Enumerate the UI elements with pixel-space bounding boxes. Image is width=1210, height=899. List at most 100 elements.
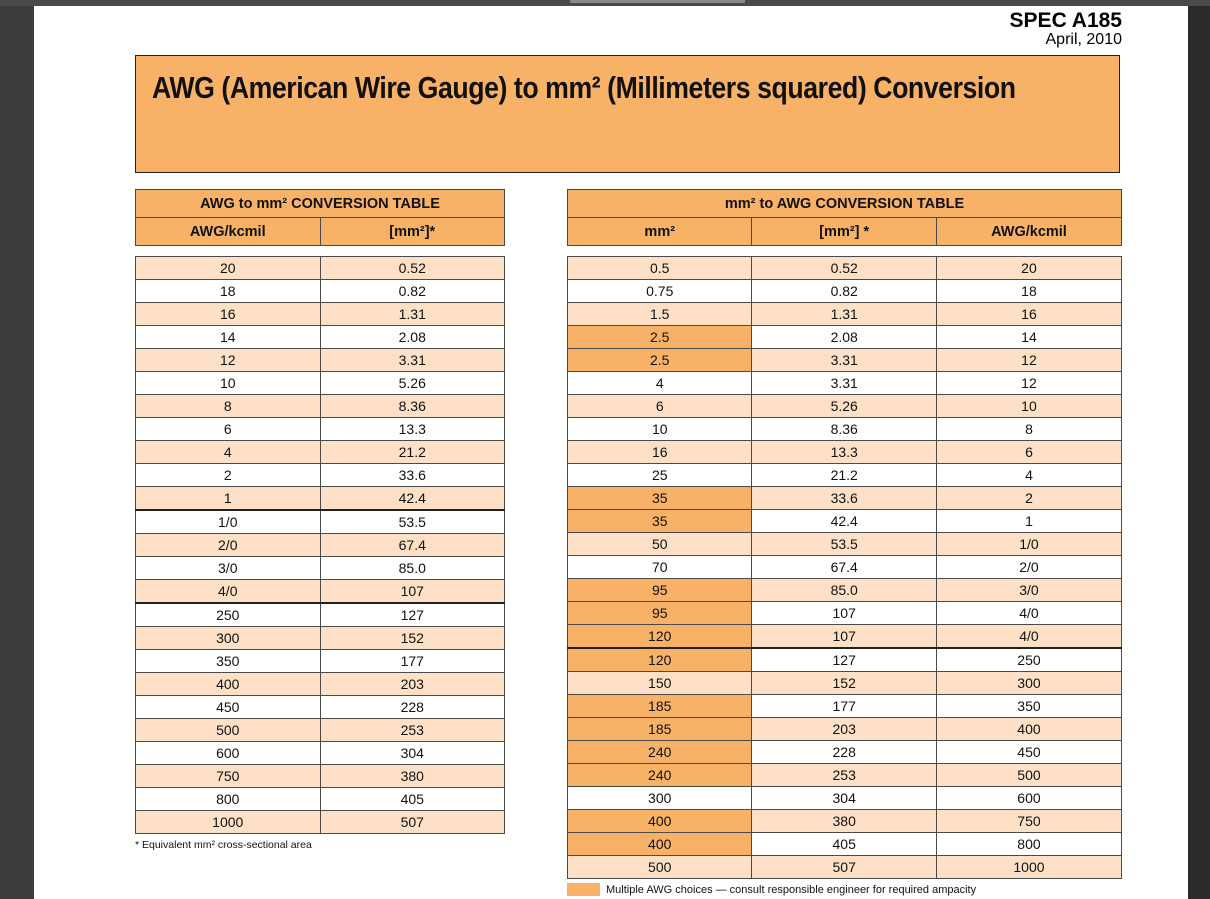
cell-equivalent: 380 — [751, 809, 937, 833]
cell-awg: 10 — [135, 371, 321, 395]
cell-mm2-size: 240 — [566, 740, 753, 764]
awg-to-mm2-table: 20 0.52 18 0.82 16 1.31 14 2.08 12 3.31 10 5.26 8 8.3… — [135, 256, 505, 834]
cell-awg: 20 — [135, 256, 321, 280]
cell-equivalent: 177 — [751, 694, 937, 718]
table-row: 4 3.31 12 — [566, 371, 1123, 395]
table-row: 1/0 53.5 — [135, 509, 505, 534]
table-row: 450 228 — [135, 695, 505, 719]
table-row: 600 304 — [135, 741, 505, 765]
cell-mm2-size: 500 — [566, 855, 753, 879]
table-row: 3/0 85.0 — [135, 556, 505, 580]
table-row: 70 67.4 2/0 — [566, 555, 1123, 579]
cell-awg: 2 — [135, 463, 321, 487]
cell-mm2-size: 185 — [566, 717, 753, 741]
cell-awg: 500 — [135, 718, 321, 742]
page-title: AWG (American Wire Gauge) to mm² (Millim… — [152, 70, 1016, 105]
table-row: 95 107 4/0 — [566, 601, 1123, 625]
cell-mm2: 2.08 — [319, 325, 505, 349]
cell-mm2: 8.36 — [319, 394, 505, 418]
cell-mm2: 127 — [319, 602, 505, 627]
cell-mm2-size: 95 — [566, 578, 753, 602]
cell-equivalent: 13.3 — [751, 440, 937, 464]
cell-awg-kcmil: 600 — [935, 786, 1123, 810]
cell-mm2: 107 — [319, 579, 505, 604]
spec-code: SPEC A185 — [1009, 9, 1122, 32]
cell-awg: 12 — [135, 348, 321, 372]
table-row: 16 13.3 6 — [566, 440, 1123, 464]
column-header-mm2: [mm²]* — [319, 217, 505, 246]
cell-equivalent: 67.4 — [751, 555, 937, 579]
cell-equivalent: 405 — [751, 832, 937, 856]
cell-mm2-size: 95 — [566, 601, 753, 625]
cell-awg: 1000 — [135, 810, 321, 834]
table-row: 150 152 300 — [566, 671, 1123, 695]
table-row: 2 33.6 — [135, 463, 505, 487]
table-row: 120 127 250 — [566, 647, 1123, 672]
cell-mm2-size: 120 — [566, 624, 753, 649]
cell-equivalent: 33.6 — [751, 486, 937, 510]
cell-equivalent: 228 — [751, 740, 937, 764]
cell-awg: 18 — [135, 279, 321, 303]
cell-mm2: 507 — [319, 810, 505, 834]
table-row: 185 203 400 — [566, 717, 1123, 741]
cell-mm2-size: 35 — [566, 486, 753, 510]
table-row: 35 42.4 1 — [566, 509, 1123, 533]
cell-awg-kcmil: 400 — [935, 717, 1123, 741]
cell-equivalent: 0.82 — [751, 279, 937, 303]
cell-mm2-size: 10 — [566, 417, 753, 441]
table-row: 120 107 4/0 — [566, 624, 1123, 649]
title-banner: AWG (American Wire Gauge) to mm² (Millim… — [135, 55, 1120, 173]
cell-equivalent: 3.31 — [751, 348, 937, 372]
cell-awg: 8 — [135, 394, 321, 418]
table-row: 2.5 2.08 14 — [566, 325, 1123, 349]
mm2-to-awg-header: mm² to AWG CONVERSION TABLE mm² [mm²] * … — [566, 189, 1123, 246]
cell-equivalent: 3.31 — [751, 371, 937, 395]
table-row: 500 253 — [135, 718, 505, 742]
cell-equivalent: 5.26 — [751, 394, 937, 418]
cell-awg-kcmil: 350 — [935, 694, 1123, 718]
cell-awg: 1/0 — [135, 509, 321, 534]
cell-awg: 400 — [135, 672, 321, 696]
awg-to-mm2-title: AWG to mm² CONVERSION TABLE — [135, 189, 505, 218]
column-header-mm2-size: mm² — [566, 217, 753, 246]
table-row: 14 2.08 — [135, 325, 505, 349]
table-row: 0.75 0.82 18 — [566, 279, 1123, 303]
cell-awg-kcmil: 8 — [935, 417, 1123, 441]
cell-mm2: 177 — [319, 649, 505, 673]
table-row: 16 1.31 — [135, 302, 505, 326]
cell-mm2-size: 0.75 — [566, 279, 753, 303]
cell-awg: 300 — [135, 626, 321, 650]
cell-awg-kcmil: 3/0 — [935, 578, 1123, 602]
cell-mm2-size: 0.5 — [566, 256, 753, 280]
cell-mm2: 3.31 — [319, 348, 505, 372]
cell-equivalent: 8.36 — [751, 417, 937, 441]
cell-mm2: 67.4 — [319, 533, 505, 557]
table-row: 250 127 — [135, 602, 505, 627]
cell-mm2-size: 4 — [566, 371, 753, 395]
cell-equivalent: 203 — [751, 717, 937, 741]
cell-mm2: 13.3 — [319, 417, 505, 441]
table-row: 20 0.52 — [135, 256, 505, 280]
table-row: 300 304 600 — [566, 786, 1123, 810]
cell-mm2-size: 16 — [566, 440, 753, 464]
cell-mm2: 228 — [319, 695, 505, 719]
cell-awg-kcmil: 1/0 — [935, 532, 1123, 556]
cell-mm2-size: 35 — [566, 509, 753, 533]
cell-mm2-size: 25 — [566, 463, 753, 487]
table-row: 400 380 750 — [566, 809, 1123, 833]
cell-awg: 600 — [135, 741, 321, 765]
cell-awg-kcmil: 4/0 — [935, 624, 1123, 649]
cell-awg-kcmil: 300 — [935, 671, 1123, 695]
table-row: 10 5.26 — [135, 371, 505, 395]
table-row: 35 33.6 2 — [566, 486, 1123, 510]
footnote: * Equivalent mm² cross-sectional area — [135, 839, 312, 851]
cell-equivalent: 0.52 — [751, 256, 937, 280]
table-row: 25 21.2 4 — [566, 463, 1123, 487]
mm2-to-awg-table: 0.5 0.52 20 0.75 0.82 18 1.5 1.31 16 2.5 2.08 14 2.5… — [566, 256, 1123, 879]
cell-equivalent: 127 — [751, 647, 937, 672]
cell-awg: 800 — [135, 787, 321, 811]
cell-equivalent: 53.5 — [751, 532, 937, 556]
cell-awg: 14 — [135, 325, 321, 349]
cell-awg-kcmil: 16 — [935, 302, 1123, 326]
window-grip[interactable] — [570, 0, 745, 3]
